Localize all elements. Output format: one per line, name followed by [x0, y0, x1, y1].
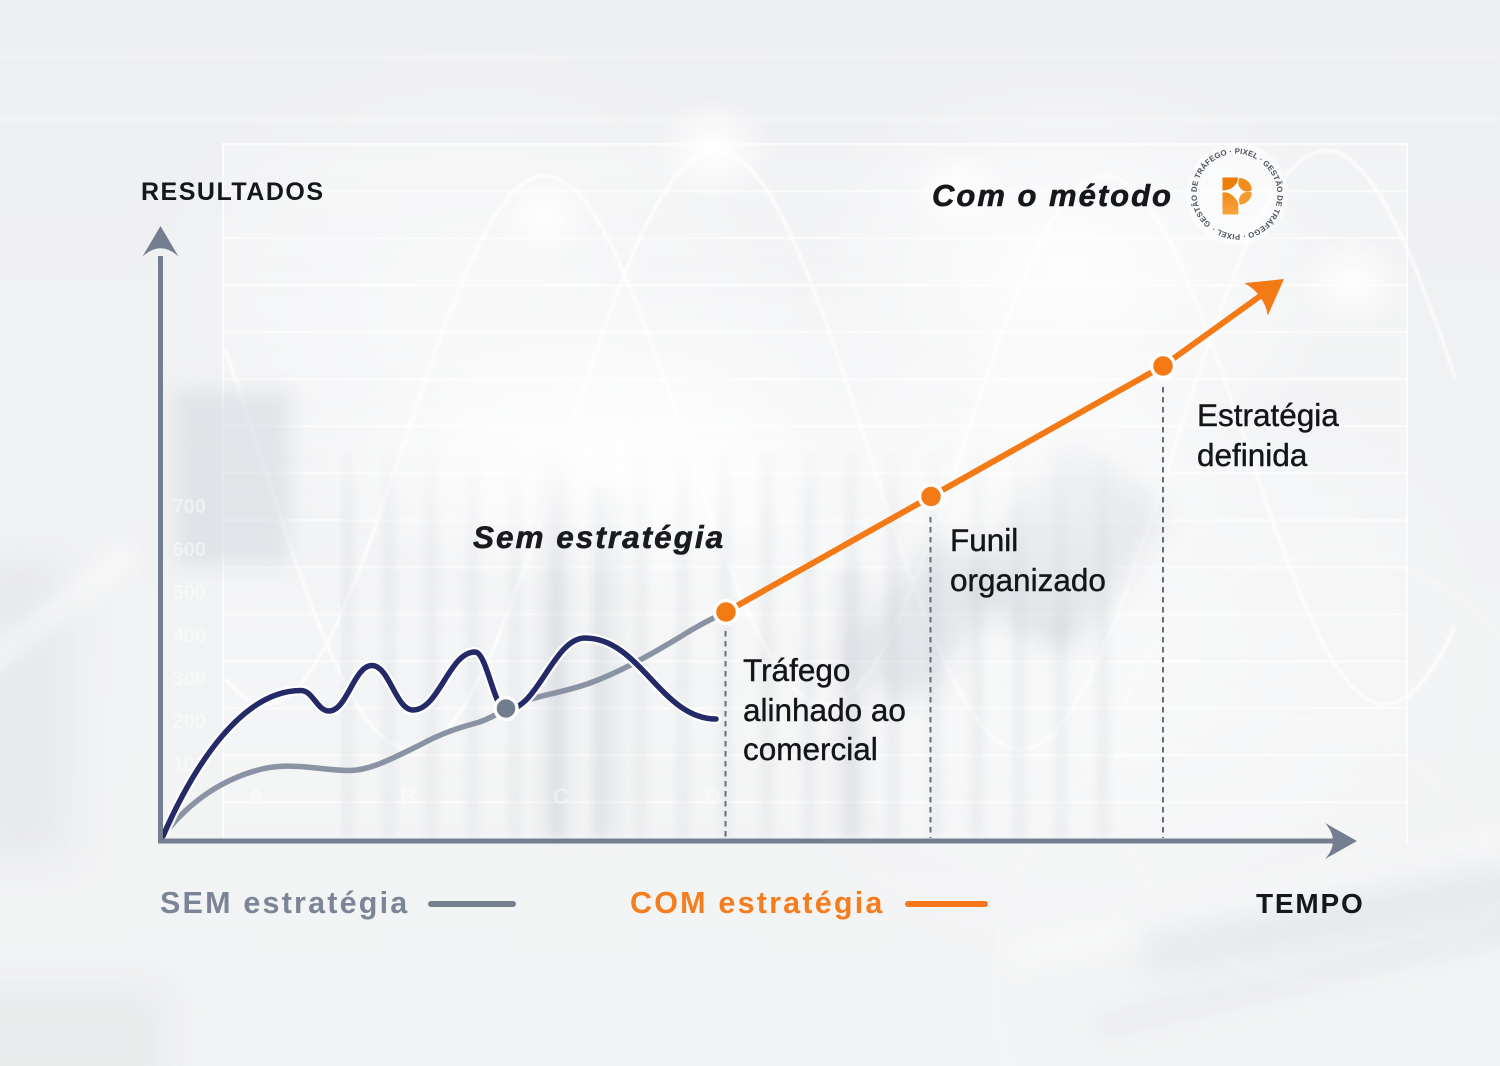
svg-text:A: A [248, 784, 264, 809]
svg-text:700: 700 [173, 496, 206, 518]
svg-text:400: 400 [173, 625, 206, 647]
svg-text:C: C [553, 784, 569, 809]
svg-text:300: 300 [173, 668, 206, 690]
svg-text:B: B [400, 784, 416, 809]
svg-text:600: 600 [173, 539, 206, 561]
svg-text:D: D [705, 784, 721, 809]
svg-text:500: 500 [173, 582, 206, 604]
svg-text:200: 200 [173, 711, 206, 733]
